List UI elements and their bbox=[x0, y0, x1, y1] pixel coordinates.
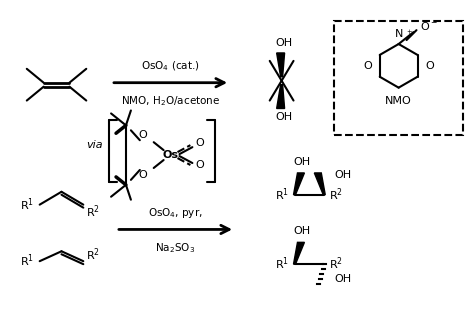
Text: R$^2$: R$^2$ bbox=[86, 246, 100, 263]
Text: OH: OH bbox=[293, 226, 310, 236]
Text: R$^2$: R$^2$ bbox=[329, 186, 343, 203]
Text: O: O bbox=[363, 61, 372, 71]
Text: O: O bbox=[425, 61, 434, 71]
Text: R$^1$: R$^1$ bbox=[275, 256, 290, 273]
Bar bbox=[334, 21, 463, 135]
Text: Na$_2$SO$_3$: Na$_2$SO$_3$ bbox=[155, 241, 196, 255]
Text: O: O bbox=[138, 130, 147, 140]
Text: O$^-$: O$^-$ bbox=[420, 20, 438, 32]
Polygon shape bbox=[314, 173, 325, 195]
Polygon shape bbox=[293, 173, 304, 195]
Polygon shape bbox=[293, 242, 304, 264]
Text: R$^1$: R$^1$ bbox=[20, 253, 34, 270]
Text: O: O bbox=[195, 160, 204, 170]
Text: NMO: NMO bbox=[385, 96, 412, 106]
Text: N: N bbox=[394, 29, 403, 39]
Text: OsO$_4$ (cat.): OsO$_4$ (cat.) bbox=[141, 59, 200, 73]
Text: O: O bbox=[138, 170, 147, 180]
Text: Os: Os bbox=[163, 150, 179, 160]
Text: $^+$: $^+$ bbox=[405, 29, 413, 39]
Polygon shape bbox=[277, 53, 284, 77]
Text: R$^1$: R$^1$ bbox=[275, 186, 290, 203]
Polygon shape bbox=[277, 85, 284, 109]
Text: OH: OH bbox=[275, 113, 292, 122]
Text: R$^2$: R$^2$ bbox=[329, 256, 343, 273]
Text: OH: OH bbox=[275, 38, 292, 48]
Text: NMO, H$_2$O/acetone: NMO, H$_2$O/acetone bbox=[121, 95, 220, 108]
Text: R$^1$: R$^1$ bbox=[20, 196, 34, 213]
Text: OsO$_4$, pyr,: OsO$_4$, pyr, bbox=[148, 206, 203, 219]
Text: R$^2$: R$^2$ bbox=[86, 203, 100, 220]
Text: OH: OH bbox=[334, 170, 351, 180]
Text: via: via bbox=[86, 140, 102, 150]
Text: O: O bbox=[195, 138, 204, 148]
Text: OH: OH bbox=[293, 157, 310, 167]
Text: OH: OH bbox=[334, 274, 351, 284]
